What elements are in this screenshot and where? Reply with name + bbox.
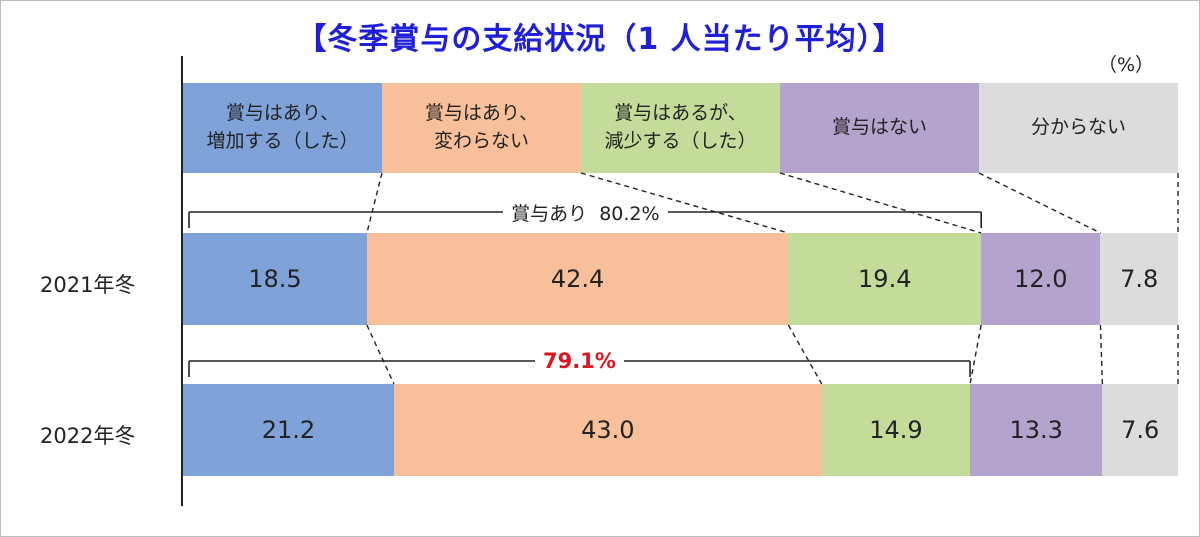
bar-2021-unknown: 7.8	[1100, 233, 1178, 325]
legend-none: 賞与はない	[780, 83, 979, 173]
bar-2021-unchanged: 42.4	[366, 233, 789, 325]
connector-2021-to-2022	[1099, 324, 1104, 385]
bar-2021-none: 12.0	[981, 233, 1101, 325]
bonus-total-2022-value: 79.1%	[543, 349, 616, 373]
bar-2021-decrease: 19.4	[788, 233, 982, 325]
bar-2022-decrease: 14.9	[821, 384, 971, 476]
bonus-total-caption: 賞与あり	[511, 202, 588, 225]
connector-2021-to-2022	[787, 324, 823, 385]
legend-unchanged: 賞与はあり、 変わらない	[382, 83, 581, 173]
unit-label: （%）	[1098, 54, 1155, 76]
connector-2021-to-2022	[969, 324, 982, 385]
bonus-total-2022-label: 79.1%	[535, 349, 624, 373]
bonus-total-2021-label: 賞与あり 80.2%	[503, 198, 668, 226]
connector-legend-to-2021	[978, 172, 1101, 234]
category-axis-line	[181, 56, 183, 506]
connector-legend-to-2021	[779, 172, 982, 234]
legend-increase: 賞与はあり、 増加する（した）	[183, 83, 382, 173]
connector-legend-to-2021	[366, 172, 383, 234]
bar-2022-none: 13.3	[970, 384, 1103, 476]
legend-unknown: 分からない	[979, 83, 1178, 173]
row-label-2021: 2021年冬	[40, 273, 136, 297]
row-label-2022: 2022年冬	[40, 424, 136, 448]
legend-decrease: 賞与はあるが、 減少する（した）	[581, 83, 780, 173]
bar-2022-unchanged: 43.0	[393, 384, 822, 476]
connector-2021-to-2022	[366, 324, 395, 385]
bar-2022-unknown: 7.6	[1102, 384, 1178, 476]
chart-title: 【冬季賞与の支給状況（1 人当たり平均）】	[296, 22, 904, 57]
bar-2021-increase: 18.5	[183, 233, 367, 325]
bonus-total-2021-value: 80.2%	[599, 202, 660, 225]
bar-2022-increase: 21.2	[183, 384, 394, 476]
